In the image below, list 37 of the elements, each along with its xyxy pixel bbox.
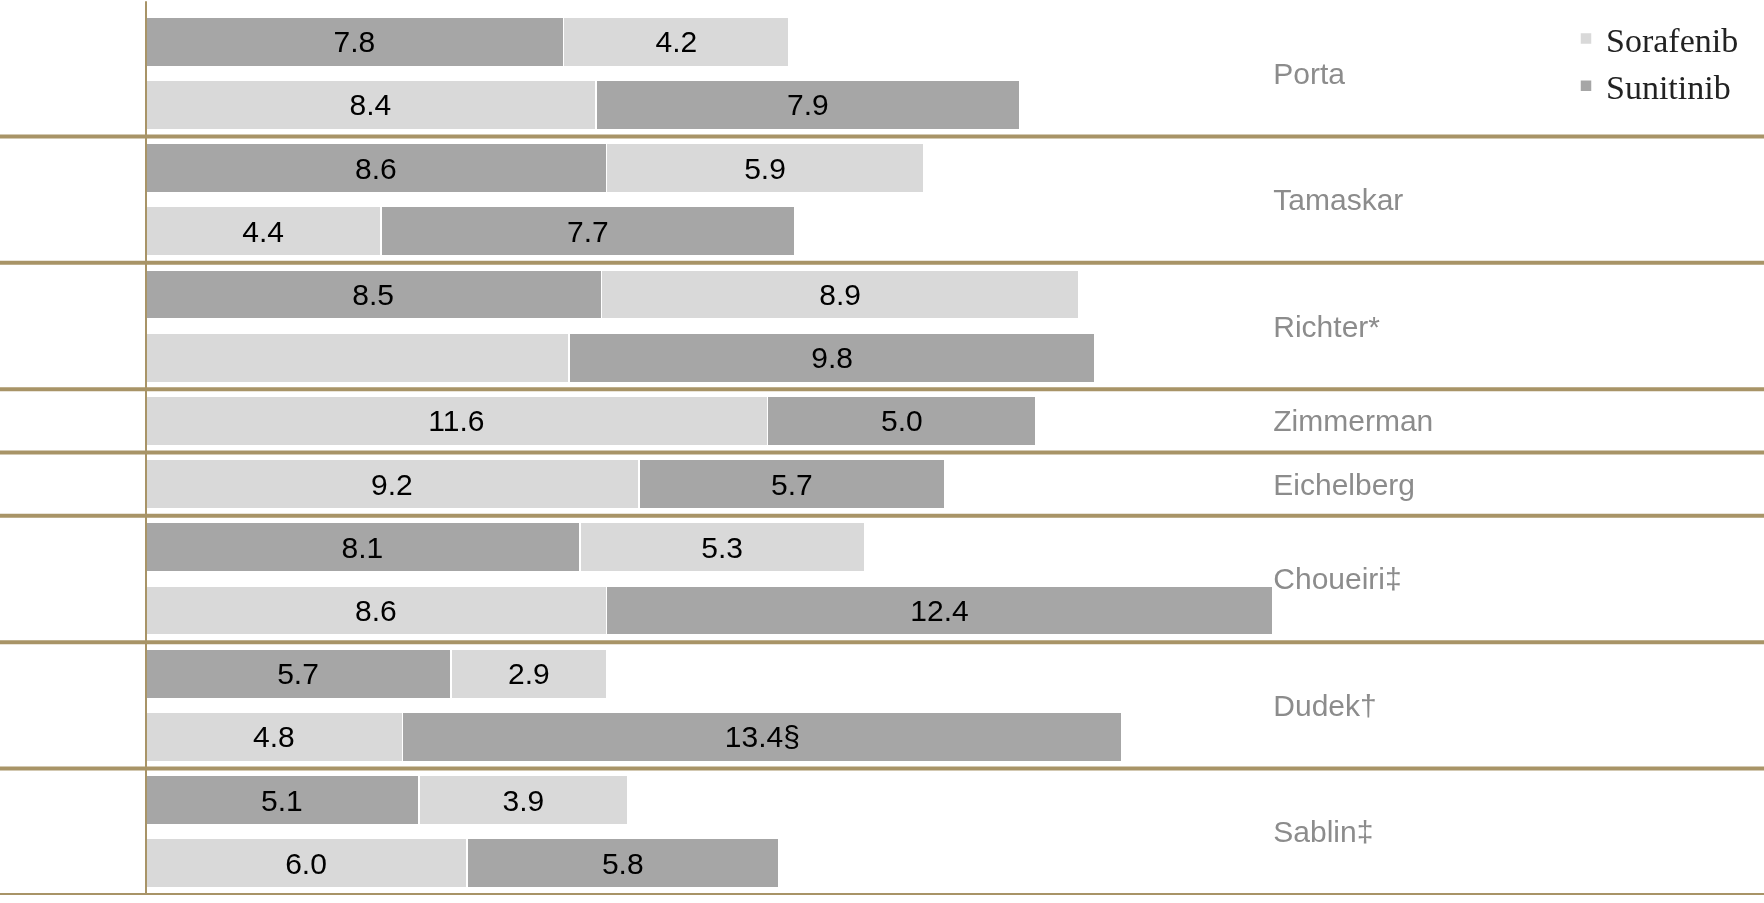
y-tick-label: Choueiri‡	[1273, 562, 1402, 596]
data-label: 5.9	[744, 151, 786, 185]
y-tick-label: Sablin‡	[1273, 815, 1374, 849]
data-label: 7.8	[333, 25, 376, 59]
data-label: 9.8	[811, 341, 853, 375]
data-label: 8.5	[352, 277, 394, 311]
data-label: 9.2	[371, 467, 413, 501]
data-label: 4.2	[655, 25, 698, 59]
data-label: 5.0	[881, 404, 923, 438]
data-label: 3.9	[502, 783, 545, 817]
y-tick-label: Dudek†	[1273, 688, 1377, 722]
data-label: 11.6	[428, 404, 485, 438]
data-label: 8.6	[354, 594, 397, 628]
y-tick-label: Richter*	[1273, 309, 1381, 343]
data-label: 5.7	[277, 657, 319, 691]
y-tick-label: Eichelberg	[1273, 467, 1416, 501]
data-label: 4.4	[242, 214, 284, 248]
data-label: 5.7	[770, 467, 813, 501]
y-tick-label: Porta	[1273, 56, 1346, 90]
data-label: 7.9	[787, 88, 829, 122]
data-label: 8.1	[341, 530, 384, 564]
legend-label: Sorafenib	[1606, 21, 1739, 59]
data-label: 8.4	[349, 88, 392, 122]
y-tick-label: Tamaskar	[1273, 183, 1404, 217]
data-label: 13.4§	[724, 720, 800, 754]
data-label: 5.8	[601, 846, 644, 880]
data-label: 8.6	[354, 151, 397, 185]
data-label: 5.3	[701, 530, 743, 564]
data-label: 4.8	[252, 720, 295, 754]
data-label: 12.4	[910, 594, 969, 628]
legend-label: Sunitinib	[1606, 69, 1731, 107]
data-label: 8.9	[819, 277, 862, 311]
y-tick-label: Zimmerman	[1273, 404, 1434, 438]
data-label: 2.9	[507, 657, 550, 691]
data-label: 5.1	[261, 783, 303, 817]
data-label: 6.0	[285, 846, 327, 880]
data-label: 7.7	[567, 214, 609, 248]
